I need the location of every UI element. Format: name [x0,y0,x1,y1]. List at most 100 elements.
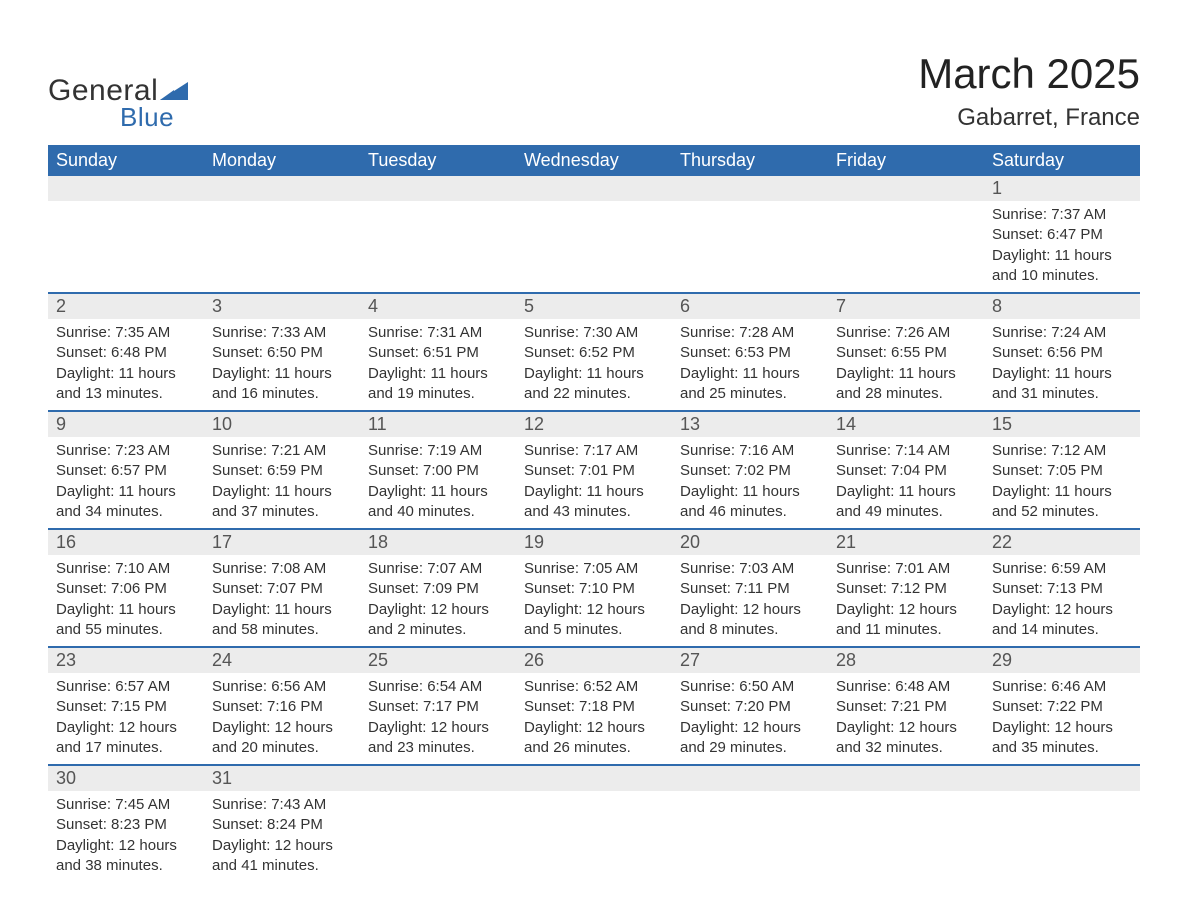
day-number-cell: 13 [672,411,828,437]
sunset-text: Sunset: 7:21 PM [836,697,976,717]
daylight-text: Daylight: 11 hours and 49 minutes. [836,482,976,523]
day-number-cell [360,176,516,201]
day-detail-cell [516,791,672,882]
week-daynum-row: 1 [48,176,1140,201]
daylight-text: Daylight: 11 hours and 37 minutes. [212,482,352,523]
day-detail-cell: Sunrise: 7:26 AMSunset: 6:55 PMDaylight:… [828,319,984,411]
sunrise-text: Sunrise: 7:35 AM [56,323,196,343]
calendar-table: Sunday Monday Tuesday Wednesday Thursday… [48,145,1140,882]
day-number-cell [516,765,672,791]
logo-triangle-icon [160,78,188,105]
day-number-cell: 7 [828,293,984,319]
daylight-text: Daylight: 11 hours and 46 minutes. [680,482,820,523]
sunset-text: Sunset: 6:57 PM [56,461,196,481]
week-daynum-row: 3031 [48,765,1140,791]
weekday-header: Thursday [672,145,828,176]
day-detail-cell [516,201,672,293]
day-number-cell: 5 [516,293,672,319]
daylight-text: Daylight: 12 hours and 32 minutes. [836,718,976,759]
sunrise-text: Sunrise: 7:19 AM [368,441,508,461]
daylight-text: Daylight: 12 hours and 2 minutes. [368,600,508,641]
sunset-text: Sunset: 6:48 PM [56,343,196,363]
location: Gabarret, France [918,104,1140,132]
day-number-cell: 30 [48,765,204,791]
daylight-text: Daylight: 11 hours and 16 minutes. [212,364,352,405]
day-number-cell: 19 [516,529,672,555]
title-block: March 2025 Gabarret, France [918,50,1140,132]
daylight-text: Daylight: 12 hours and 20 minutes. [212,718,352,759]
sunset-text: Sunset: 8:24 PM [212,815,352,835]
sunrise-text: Sunrise: 7:07 AM [368,559,508,579]
sunrise-text: Sunrise: 7:31 AM [368,323,508,343]
daylight-text: Daylight: 12 hours and 29 minutes. [680,718,820,759]
daylight-text: Daylight: 12 hours and 17 minutes. [56,718,196,759]
day-detail-cell: Sunrise: 7:23 AMSunset: 6:57 PMDaylight:… [48,437,204,529]
daylight-text: Daylight: 11 hours and 34 minutes. [56,482,196,523]
day-detail-cell: Sunrise: 7:10 AMSunset: 7:06 PMDaylight:… [48,555,204,647]
sunrise-text: Sunrise: 7:45 AM [56,795,196,815]
header: General Blue March 2025 Gabarret, France [48,50,1140,133]
sunset-text: Sunset: 7:11 PM [680,579,820,599]
sunset-text: Sunset: 7:12 PM [836,579,976,599]
weekday-header: Friday [828,145,984,176]
day-detail-cell: Sunrise: 7:19 AMSunset: 7:00 PMDaylight:… [360,437,516,529]
daylight-text: Daylight: 12 hours and 5 minutes. [524,600,664,641]
day-detail-cell: Sunrise: 7:17 AMSunset: 7:01 PMDaylight:… [516,437,672,529]
sunrise-text: Sunrise: 6:59 AM [992,559,1132,579]
week-daynum-row: 23242526272829 [48,647,1140,673]
sunset-text: Sunset: 7:05 PM [992,461,1132,481]
day-number-cell: 8 [984,293,1140,319]
day-number-cell: 9 [48,411,204,437]
day-detail-cell [360,791,516,882]
sunset-text: Sunset: 7:18 PM [524,697,664,717]
day-number-cell [828,176,984,201]
day-number-cell: 23 [48,647,204,673]
day-detail-cell: Sunrise: 7:21 AMSunset: 6:59 PMDaylight:… [204,437,360,529]
sunrise-text: Sunrise: 7:16 AM [680,441,820,461]
sunset-text: Sunset: 7:15 PM [56,697,196,717]
sunrise-text: Sunrise: 7:10 AM [56,559,196,579]
week-detail-row: Sunrise: 7:23 AMSunset: 6:57 PMDaylight:… [48,437,1140,529]
daylight-text: Daylight: 12 hours and 35 minutes. [992,718,1132,759]
sunset-text: Sunset: 7:01 PM [524,461,664,481]
day-detail-cell [672,201,828,293]
daylight-text: Daylight: 11 hours and 55 minutes. [56,600,196,641]
day-number-cell: 4 [360,293,516,319]
sunrise-text: Sunrise: 7:23 AM [56,441,196,461]
day-detail-cell: Sunrise: 7:05 AMSunset: 7:10 PMDaylight:… [516,555,672,647]
sunset-text: Sunset: 8:23 PM [56,815,196,835]
sunrise-text: Sunrise: 7:33 AM [212,323,352,343]
day-detail-cell: Sunrise: 6:52 AMSunset: 7:18 PMDaylight:… [516,673,672,765]
daylight-text: Daylight: 11 hours and 19 minutes. [368,364,508,405]
day-detail-cell: Sunrise: 7:03 AMSunset: 7:11 PMDaylight:… [672,555,828,647]
day-detail-cell: Sunrise: 7:33 AMSunset: 6:50 PMDaylight:… [204,319,360,411]
sunset-text: Sunset: 7:00 PM [368,461,508,481]
day-detail-cell [672,791,828,882]
sunrise-text: Sunrise: 7:08 AM [212,559,352,579]
week-daynum-row: 2345678 [48,293,1140,319]
day-detail-cell: Sunrise: 7:28 AMSunset: 6:53 PMDaylight:… [672,319,828,411]
sunrise-text: Sunrise: 7:26 AM [836,323,976,343]
day-detail-cell: Sunrise: 6:50 AMSunset: 7:20 PMDaylight:… [672,673,828,765]
day-number-cell [672,765,828,791]
sunset-text: Sunset: 6:52 PM [524,343,664,363]
daylight-text: Daylight: 12 hours and 38 minutes. [56,836,196,877]
sunset-text: Sunset: 6:50 PM [212,343,352,363]
day-number-cell [828,765,984,791]
day-detail-cell: Sunrise: 7:30 AMSunset: 6:52 PMDaylight:… [516,319,672,411]
day-detail-cell: Sunrise: 7:31 AMSunset: 6:51 PMDaylight:… [360,319,516,411]
day-number-cell: 25 [360,647,516,673]
daylight-text: Daylight: 11 hours and 10 minutes. [992,246,1132,287]
day-detail-cell: Sunrise: 6:56 AMSunset: 7:16 PMDaylight:… [204,673,360,765]
day-detail-cell [48,201,204,293]
weekday-header: Saturday [984,145,1140,176]
week-detail-row: Sunrise: 6:57 AMSunset: 7:15 PMDaylight:… [48,673,1140,765]
sunset-text: Sunset: 7:02 PM [680,461,820,481]
sunrise-text: Sunrise: 7:17 AM [524,441,664,461]
day-number-cell: 20 [672,529,828,555]
sunset-text: Sunset: 7:20 PM [680,697,820,717]
sunset-text: Sunset: 6:51 PM [368,343,508,363]
day-number-cell: 27 [672,647,828,673]
day-detail-cell: Sunrise: 6:59 AMSunset: 7:13 PMDaylight:… [984,555,1140,647]
day-number-cell: 21 [828,529,984,555]
